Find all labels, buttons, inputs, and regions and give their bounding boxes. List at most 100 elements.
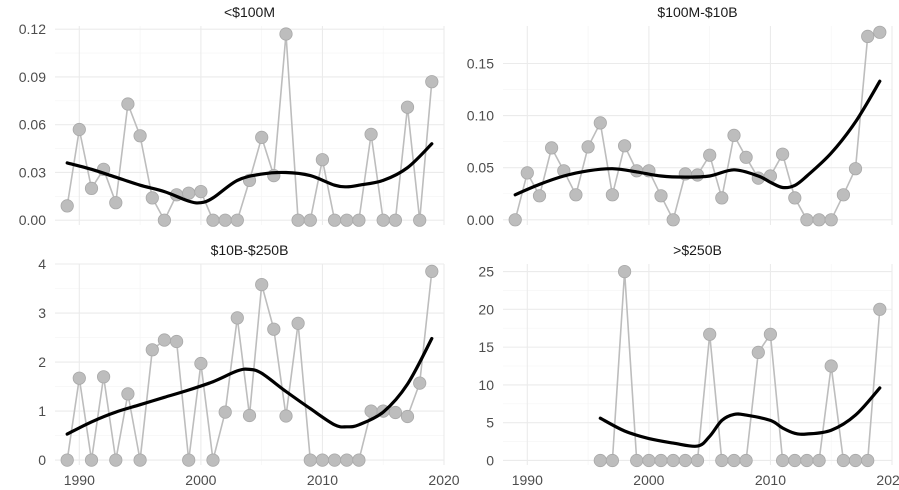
facet-title: $10B-$250B: [211, 242, 289, 258]
raw-data-point: [255, 130, 269, 144]
y-tick-label: 0.10: [467, 108, 494, 124]
raw-data-point: [60, 453, 74, 467]
y-tick-label: 20: [478, 301, 494, 317]
y-tick-label: 0.05: [467, 160, 494, 176]
raw-data-point: [690, 453, 705, 468]
x-tick-label: 1990: [512, 472, 543, 488]
raw-data-point: [642, 453, 656, 468]
raw-data-point: [315, 453, 329, 467]
raw-data-point: [121, 387, 135, 401]
raw-data-point: [279, 27, 293, 41]
raw-data-point: [848, 453, 863, 468]
raw-data-point: [206, 453, 220, 467]
raw-data-point: [690, 168, 705, 182]
raw-data-point: [121, 97, 135, 111]
raw-data-point: [230, 311, 244, 325]
raw-data-point: [340, 453, 354, 467]
raw-data-point: [861, 29, 875, 44]
raw-data-point: [703, 148, 717, 162]
raw-data-point: [340, 213, 354, 227]
raw-data-point: [376, 213, 390, 227]
raw-data-point: [413, 376, 427, 390]
raw-data-point: [654, 453, 668, 468]
y-tick-label: 0.09: [19, 69, 46, 85]
x-tick-label: 2000: [633, 472, 664, 488]
raw-data-point: [72, 371, 86, 385]
raw-data-point: [824, 213, 838, 227]
raw-data-point: [218, 405, 232, 419]
raw-data-point: [84, 453, 99, 467]
raw-data-point: [630, 453, 644, 468]
raw-data-point: [145, 191, 159, 205]
x-tick-label: 1990: [64, 472, 95, 488]
raw-data-point: [291, 316, 305, 330]
raw-data-point: [182, 453, 196, 467]
raw-series-line: [66, 33, 433, 222]
raw-data-point: [170, 334, 184, 349]
raw-data-point: [824, 359, 838, 373]
raw-data-point: [678, 453, 692, 468]
raw-data-point: [727, 453, 741, 468]
raw-data-point: [654, 189, 668, 203]
raw-data-point: [617, 139, 632, 153]
smoothed-trend-line: [65, 336, 434, 436]
raw-data-point: [97, 370, 111, 384]
raw-data-point: [812, 453, 826, 468]
raw-data-point: [400, 409, 415, 424]
raw-data-point: [157, 333, 171, 347]
raw-data-point: [861, 453, 875, 468]
raw-data-point: [303, 213, 317, 227]
raw-data-point: [508, 213, 522, 227]
raw-data-point: [425, 75, 439, 89]
raw-data-point: [194, 185, 208, 199]
y-tick-label: 3: [38, 305, 46, 321]
raw-data-point: [715, 191, 729, 205]
raw-data-point: [352, 213, 366, 227]
raw-data-point: [520, 166, 534, 180]
y-tick-label: 0.03: [19, 164, 46, 180]
raw-data-point: [352, 453, 366, 467]
raw-data-point: [873, 302, 887, 316]
y-tick-label: 15: [478, 339, 494, 355]
facet-title: $100M-$10B: [657, 4, 737, 20]
raw-data-point: [873, 25, 887, 39]
raw-data-point: [218, 213, 232, 227]
raw-data-point: [836, 188, 851, 202]
y-tick-label: 0.00: [19, 212, 46, 228]
raw-data-point: [800, 213, 814, 227]
raw-data-point: [145, 343, 159, 357]
raw-data-point: [751, 345, 765, 359]
raw-data-point: [388, 405, 402, 420]
raw-data-point: [569, 188, 583, 202]
raw-data-point: [72, 122, 86, 137]
facet-title: <$100M: [224, 4, 275, 20]
y-tick-label: 10: [478, 377, 494, 393]
raw-data-point: [194, 356, 208, 371]
x-tick-label: 2010: [307, 472, 338, 488]
smoothed-trend-line: [65, 142, 434, 205]
raw-data-point: [593, 453, 607, 468]
raw-data-point: [788, 191, 802, 205]
y-tick-label: 0: [38, 452, 46, 468]
raw-data-point: [617, 264, 632, 279]
raw-data-point: [60, 199, 74, 213]
raw-data-point: [388, 213, 402, 227]
raw-data-point: [242, 408, 257, 423]
y-tick-label: 0.12: [19, 21, 46, 37]
smoothed-trend-line: [513, 79, 882, 197]
raw-data-point: [327, 213, 342, 227]
raw-data-point: [703, 327, 717, 341]
raw-data-point: [812, 213, 826, 227]
raw-data-point: [157, 213, 171, 227]
y-tick-label: 0.15: [467, 56, 494, 72]
raw-data-point: [206, 213, 220, 227]
raw-data-point: [848, 162, 863, 176]
smoothed-trend-line: [598, 386, 882, 448]
x-tick-label: 2020: [876, 472, 899, 488]
raw-data-point: [109, 196, 123, 210]
raw-data-point: [544, 141, 559, 155]
raw-data-point: [763, 327, 778, 341]
y-tick-label: 0.06: [19, 117, 46, 133]
facet-title: >$250B: [673, 242, 722, 258]
